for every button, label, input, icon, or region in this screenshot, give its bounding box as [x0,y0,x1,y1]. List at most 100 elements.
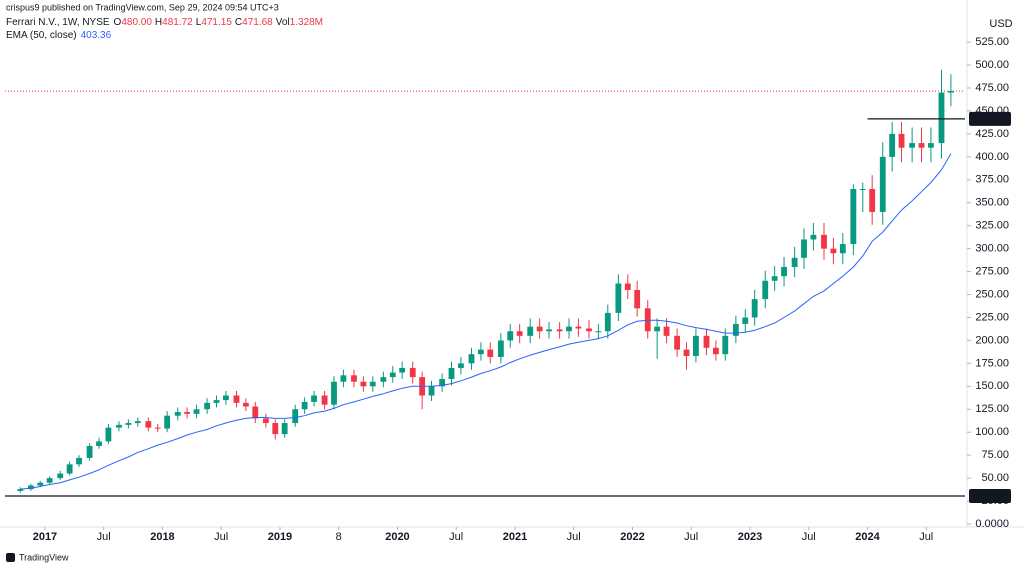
candle-body [331,381,337,405]
candle-body [351,375,357,382]
candle-body [898,133,905,148]
candle-body [938,92,945,144]
candle [477,342,484,361]
x-tick-label: Jul [684,531,698,543]
candle [86,443,93,461]
candle-body [869,188,876,212]
y-tick-label: 100.00 [975,426,1009,438]
candle-body [497,340,504,357]
candle-body [909,143,916,148]
candle-body [468,354,475,364]
candle [497,333,504,364]
y-tick-label: 475.00 [975,82,1009,94]
candle [57,470,64,480]
candle-body [762,280,769,300]
candle [604,304,611,339]
candle [233,390,240,408]
candle [184,407,191,419]
candle [781,256,787,287]
candle [850,184,857,256]
candle-body [116,424,122,428]
candle-body [732,323,739,336]
y-tick-label: 0.0000 [975,518,1009,530]
x-tick-label: Jul [567,531,581,543]
candle-body [154,427,161,429]
candle [703,328,710,356]
candle-body [928,143,934,148]
candle-body [105,427,112,442]
candle-body [674,335,681,350]
x-tick-label: 8 [336,531,342,543]
candle [46,476,53,485]
candle-body [66,464,73,474]
candle [272,419,279,440]
candle [105,423,112,445]
candle [575,318,582,337]
candle-body [624,283,631,290]
candle [134,417,141,427]
candle-body [712,347,719,355]
candle [27,483,34,491]
candle-body [879,156,886,212]
candle-body [634,289,641,309]
candle-body [301,401,308,410]
x-tick-label: 2018 [150,531,174,543]
candle-body [145,421,152,428]
candle [830,237,837,265]
price-label-box [969,111,1011,126]
candle-body [409,367,416,378]
x-tick-label: Jul [919,531,933,543]
x-tick-label: Jul [97,531,111,543]
candle [252,401,259,424]
candle [742,309,749,333]
candle-body [771,276,778,281]
candle-body [262,418,269,424]
x-tick-label: 2022 [620,531,644,543]
candle-body [663,326,670,336]
candle [311,390,317,407]
candle [76,455,82,468]
c-label: C [235,17,242,28]
candle [771,266,778,291]
candle-body [722,335,729,355]
candle-body [516,331,523,336]
candle [663,318,670,344]
candle [340,369,347,388]
candle-body [96,441,102,446]
candle [947,74,954,107]
candle [125,419,132,429]
candle-body [810,234,817,240]
footer: TradingView [6,552,69,562]
candle-body [184,412,191,414]
candle [624,274,631,300]
candle [615,274,622,322]
candle [586,320,592,339]
h-label: H [155,17,162,28]
o-value: 480.00 [121,17,152,28]
candle-body [693,335,699,357]
candle-body [399,367,406,373]
candle-body [683,349,690,357]
ema-value: 403.36 [81,30,112,41]
candle-body [477,349,484,355]
candle [321,390,328,410]
candle-body [428,386,435,396]
y-tick-label: 375.00 [975,174,1009,186]
candle [487,342,494,364]
candle-body [859,188,866,190]
candle [116,421,122,432]
candle [369,376,376,392]
candle-body [604,312,611,332]
candle-body [17,489,24,491]
candle [909,127,916,163]
candle [154,423,161,433]
candle [292,404,299,427]
vol-value: 1.328M [290,17,323,28]
candle-body [546,329,552,332]
candle-body [850,188,857,245]
candle [527,318,534,344]
candle-body [781,267,787,277]
o-label: O [114,17,122,28]
candle [683,342,690,370]
